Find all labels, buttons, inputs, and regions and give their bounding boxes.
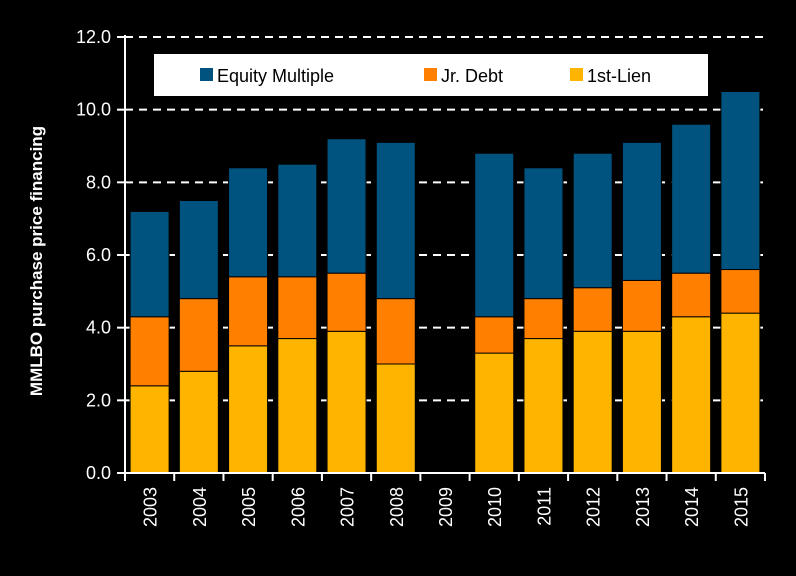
bar-jr-debt-2011: [523, 298, 564, 340]
bar-1st-lien-2007: [326, 330, 367, 474]
bar-equity-multiple-2014: [671, 123, 712, 274]
axis-layer: 0.0 2.0 4.0 6.0 8.0 10.0 12.0 2003 2004 2005 2006 2…: [76, 27, 766, 527]
bar-jr-debt-2004: [178, 298, 219, 372]
x-tick-label: 2005: [239, 487, 259, 527]
legend-label: 1st-Lien: [587, 66, 651, 86]
bar-jr-debt-2014: [671, 272, 712, 318]
legend-swatch: [200, 68, 213, 81]
y-tick-label: 8.0: [86, 172, 111, 192]
y-tick-label: 0.0: [86, 463, 111, 483]
x-tick-label: 2009: [436, 487, 456, 527]
bar-equity-multiple-2012: [572, 152, 613, 289]
bar-equity-multiple-2003: [129, 210, 170, 318]
x-tick-label: 2012: [584, 487, 604, 527]
x-tick-label: 2015: [731, 487, 751, 527]
bar-1st-lien-2013: [621, 330, 662, 474]
bar-jr-debt-2012: [572, 287, 613, 332]
bar-1st-lien-2015: [720, 312, 761, 474]
bar-1st-lien-2012: [572, 330, 613, 474]
bar-equity-multiple-2011: [523, 167, 564, 300]
x-tick-label: 2011: [534, 487, 554, 526]
bar-equity-multiple-2015: [720, 91, 761, 271]
bar-1st-lien-2006: [277, 338, 318, 474]
bar-1st-lien-2010: [474, 352, 515, 474]
bar-equity-multiple-2010: [474, 152, 515, 318]
bar-equity-multiple-2007: [326, 138, 367, 274]
bar-1st-lien-2008: [375, 363, 416, 474]
legend-swatch: [424, 68, 437, 81]
y-tick-label: 2.0: [86, 390, 111, 410]
x-tick-label: 2004: [190, 487, 210, 527]
x-tick-label: 2003: [141, 487, 161, 527]
y-tick-label: 4.0: [86, 318, 111, 338]
bar-1st-lien-2005: [228, 345, 269, 474]
bar-equity-multiple-2005: [228, 167, 269, 278]
bar-jr-debt-2015: [720, 269, 761, 314]
bar-1st-lien-2011: [523, 338, 564, 474]
bar-1st-lien-2014: [671, 316, 712, 474]
bar-equity-multiple-2008: [375, 141, 416, 300]
legend-label: Equity Multiple: [217, 66, 334, 86]
x-tick-label: 2014: [682, 487, 702, 527]
legend: Equity Multiple Jr. Debt 1st-Lien: [152, 52, 710, 98]
x-tick-label: 2010: [485, 487, 505, 527]
bar-equity-multiple-2006: [277, 163, 318, 278]
x-tick-label: 2007: [338, 487, 358, 527]
y-tick-label: 10.0: [76, 100, 111, 120]
bar-jr-debt-2007: [326, 272, 367, 332]
bars-layer: [129, 91, 761, 474]
x-tick-label: 2008: [387, 487, 407, 527]
bar-jr-debt-2006: [277, 276, 318, 340]
legend-swatch: [570, 68, 583, 81]
bar-equity-multiple-2004: [178, 200, 219, 300]
bar-jr-debt-2013: [621, 279, 662, 332]
y-tick-label: 6.0: [86, 245, 111, 265]
x-tick-label: 2013: [633, 487, 653, 527]
bar-1st-lien-2003: [129, 385, 170, 474]
bar-equity-multiple-2013: [621, 141, 662, 281]
bar-jr-debt-2010: [474, 316, 515, 354]
y-tick-label: 12.0: [76, 27, 111, 47]
y-axis-label: MMLBO purchase price financing: [27, 126, 46, 396]
bar-1st-lien-2004: [178, 370, 219, 474]
bar-jr-debt-2005: [228, 276, 269, 347]
bar-jr-debt-2008: [375, 298, 416, 365]
bar-jr-debt-2003: [129, 316, 170, 387]
legend-label: Jr. Debt: [441, 66, 503, 86]
x-tick-label: 2006: [288, 487, 308, 527]
